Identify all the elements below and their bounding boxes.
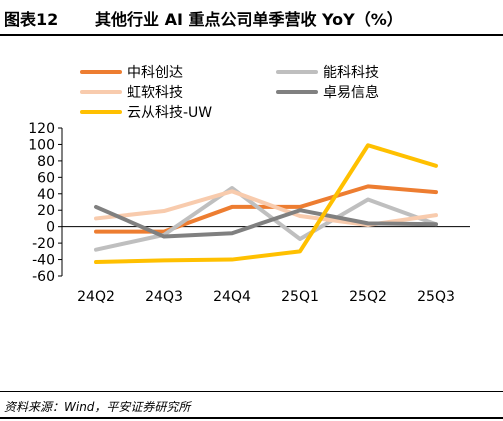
y-tick-label: 120 [28,121,55,137]
data-point [366,184,370,188]
y-tick-label: -20 [32,236,55,252]
data-point [94,248,98,252]
y-tick-label: 0 [46,220,55,236]
x-tick-label: 24Q2 [77,289,115,305]
source-divider [0,391,503,392]
x-tick-label: 25Q3 [417,289,455,305]
legend-label: 中科创达 [127,65,183,81]
data-point [434,222,438,226]
title-bar: 图表12 其他行业 AI 重点公司单季营收 YoY（%） [0,0,503,36]
bottom-divider [0,417,503,419]
data-point [230,231,234,235]
y-tick-label: -40 [32,253,55,269]
data-point [434,213,438,217]
data-point [434,190,438,194]
data-point [162,209,166,213]
data-point [94,260,98,264]
data-point [162,235,166,239]
data-point [230,258,234,262]
series-line [94,143,438,265]
y-tick-label: 40 [37,187,55,203]
x-tick-label: 25Q1 [281,289,319,305]
legend-label: 虹软科技 [127,85,183,101]
x-tick-label: 24Q3 [145,289,183,305]
data-point [94,216,98,220]
y-tick-label: 80 [37,154,55,170]
x-tick-label: 24Q4 [213,289,251,305]
data-point [298,237,302,241]
data-point [298,208,302,212]
figure-label: 图表12 [4,10,59,29]
y-tick-label: 100 [28,137,55,153]
legend-label: 云从科技-UW [127,105,212,121]
data-point [366,198,370,202]
data-point [230,205,234,209]
data-point [298,214,302,218]
data-point [230,189,234,193]
legend-label: 能科科技 [323,65,379,81]
series-line [94,186,438,252]
y-tick-label: -60 [32,269,55,285]
series-lines [94,143,438,265]
legend-label: 卓易信息 [323,84,379,101]
data-point [434,164,438,168]
y-tick-label: 20 [37,203,55,219]
series-line [94,204,438,239]
source-note: 资料来源：Wind，平安证券研究所 [4,400,191,414]
data-point [298,249,302,253]
data-point [366,143,370,147]
x-tick-label: 25Q2 [349,289,387,305]
y-tick-label: 60 [37,170,55,186]
data-point [366,221,370,225]
data-point [162,258,166,262]
data-point [94,205,98,209]
chart-title: 其他行业 AI 重点公司单季营收 YoY（%） [95,10,403,29]
data-point [94,230,98,234]
